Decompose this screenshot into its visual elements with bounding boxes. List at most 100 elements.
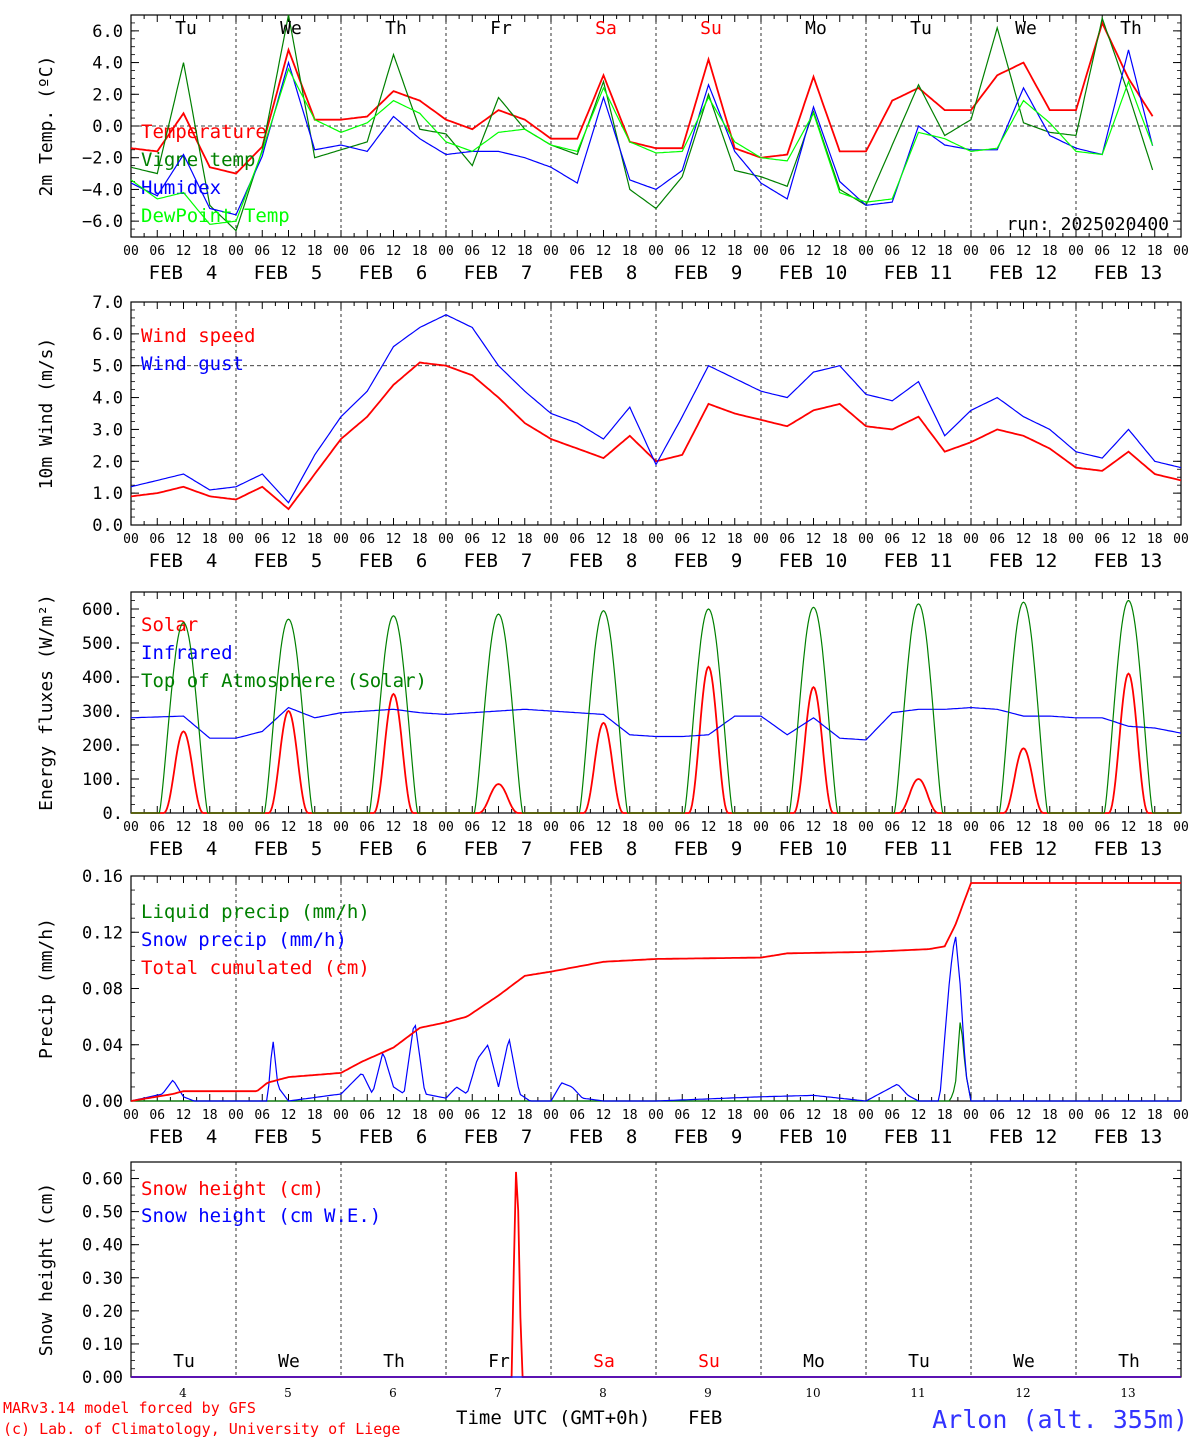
date-label: FEB 12 xyxy=(989,838,1058,860)
date-label: FEB 8 xyxy=(569,838,638,860)
hour-tick-label: 06 xyxy=(674,244,690,259)
date-label: FEB 6 xyxy=(359,550,428,572)
hour-tick-label: 06 xyxy=(884,820,900,835)
run-label: run: 2025020400 xyxy=(1006,214,1169,235)
legend-entry: Snow height (cm W.E.) xyxy=(141,1205,381,1227)
hour-tick-label: 00 xyxy=(1068,1108,1084,1123)
hour-tick-label: 18 xyxy=(517,244,533,259)
hour-tick-label: 18 xyxy=(622,244,638,259)
hour-tick-label: 06 xyxy=(989,244,1005,259)
series-line-snow-precip-mm-h- xyxy=(130,936,1181,1102)
hour-tick-label: 06 xyxy=(464,532,480,547)
x-axis-month: FEB xyxy=(688,1407,722,1429)
hour-tick-label: 06 xyxy=(464,244,480,259)
date-label: FEB 9 xyxy=(674,262,743,284)
hour-tick-label: 12 xyxy=(911,532,927,547)
date-label: FEB 4 xyxy=(149,838,218,860)
hour-tick-label: 18 xyxy=(832,1108,848,1123)
y-tick-label: 300. xyxy=(82,702,123,722)
hour-tick-label: 12 xyxy=(491,532,507,547)
hour-tick-label: 06 xyxy=(779,1108,795,1123)
hour-tick-label: 12 xyxy=(911,1108,927,1123)
hour-tick-label: 06 xyxy=(149,532,165,547)
date-label: FEB 9 xyxy=(674,550,743,572)
y-axis-label: Precip (mm/h) xyxy=(36,918,57,1059)
hour-tick-label: 00 xyxy=(648,244,664,259)
hour-tick-label: 00 xyxy=(753,244,769,259)
hour-tick-label: 00 xyxy=(438,244,454,259)
hour-tick-label: 18 xyxy=(202,1108,218,1123)
hour-tick-label: 12 xyxy=(596,1108,612,1123)
hour-tick-label: 18 xyxy=(1042,532,1058,547)
hour-tick-label: 00 xyxy=(963,1108,979,1123)
hour-tick-label: 06 xyxy=(569,820,585,835)
series-line-vigne-temp xyxy=(130,14,1154,232)
y-tick-label: 0.12 xyxy=(82,923,123,943)
date-label: FEB 6 xyxy=(359,838,428,860)
date-label: FEB 5 xyxy=(254,838,323,860)
hour-tick-label: 18 xyxy=(412,532,428,547)
hour-tick-label: 12 xyxy=(491,244,507,259)
date-label: FEB 7 xyxy=(464,838,533,860)
hour-tick-label: 06 xyxy=(1094,244,1110,259)
y-tick-label: 0.08 xyxy=(82,980,123,1000)
hour-tick-label: 06 xyxy=(1094,820,1110,835)
y-tick-label: 4.0 xyxy=(92,389,123,409)
hour-tick-label: 12 xyxy=(596,532,612,547)
y-tick-label: 6.0 xyxy=(92,22,123,42)
hour-tick-label: 12 xyxy=(386,1108,402,1123)
y-tick-label: 200. xyxy=(82,736,123,756)
day-label: We xyxy=(278,1351,300,1372)
hour-tick-label: 18 xyxy=(1147,820,1163,835)
hour-tick-label: 12 xyxy=(911,244,927,259)
y-axis-label: 10m Wind (m/s) xyxy=(36,338,57,490)
date-number-label: 7 xyxy=(494,1386,502,1400)
hour-tick-label: 00 xyxy=(438,1108,454,1123)
y-tick-label: 0.60 xyxy=(82,1170,123,1190)
series-line-dewpoint-temp xyxy=(130,67,1154,225)
y-axis-label: Energy fluxes (W/m²) xyxy=(36,594,57,811)
legend-entry: Liquid precip (mm/h) xyxy=(141,901,370,923)
y-tick-label: −6.0 xyxy=(82,212,123,232)
hour-tick-label: 12 xyxy=(386,244,402,259)
hour-tick-label: 00 xyxy=(1068,244,1084,259)
hour-tick-label: 06 xyxy=(884,532,900,547)
hour-tick-label: 00 xyxy=(543,532,559,547)
chart-panel-3: 600. 500. 400. 300. 200. 100. 0. Energy fluxes … xyxy=(36,591,1189,860)
hour-tick-label: 00 xyxy=(543,1108,559,1123)
hour-tick-label: 18 xyxy=(832,244,848,259)
y-tick-label: 1.0 xyxy=(92,484,123,504)
hour-tick-label: 00 xyxy=(1068,532,1084,547)
date-label: FEB 4 xyxy=(149,550,218,572)
hour-tick-label: 18 xyxy=(307,820,323,835)
hour-tick-label: 00 xyxy=(753,532,769,547)
hour-tick-label: 12 xyxy=(1121,532,1137,547)
date-number-label: 6 xyxy=(389,1386,397,1400)
hour-tick-label: 18 xyxy=(832,820,848,835)
date-label: FEB 5 xyxy=(254,262,323,284)
date-label: FEB 13 xyxy=(1094,1126,1163,1148)
date-label: FEB 13 xyxy=(1094,262,1163,284)
y-axis-label: 2m Temp. (ºC) xyxy=(36,56,57,197)
y-tick-label: −2.0 xyxy=(82,149,123,169)
hour-tick-label: 18 xyxy=(1147,244,1163,259)
hour-tick-label: 00 xyxy=(543,244,559,259)
hour-tick-label: 18 xyxy=(307,244,323,259)
hour-tick-label: 12 xyxy=(176,1108,192,1123)
y-tick-label: 0.20 xyxy=(82,1302,123,1322)
y-tick-label: 500. xyxy=(82,634,123,654)
hour-tick-label: 18 xyxy=(1042,820,1058,835)
day-label: Mo xyxy=(805,18,827,39)
hour-tick-label: 18 xyxy=(937,820,953,835)
hour-tick-label: 00 xyxy=(333,820,349,835)
date-label: FEB 4 xyxy=(149,1126,218,1148)
hour-tick-label: 00 xyxy=(438,532,454,547)
legend-entry: Humidex xyxy=(141,177,221,199)
footer: MARv3.14 model forced by GFS (c) Lab. of … xyxy=(3,1399,1188,1438)
hour-tick-label: 00 xyxy=(963,244,979,259)
hour-tick-label: 18 xyxy=(937,532,953,547)
date-label: FEB 9 xyxy=(674,838,743,860)
date-label: FEB 8 xyxy=(569,262,638,284)
date-label: FEB 5 xyxy=(254,1126,323,1148)
hour-tick-label: 06 xyxy=(569,532,585,547)
